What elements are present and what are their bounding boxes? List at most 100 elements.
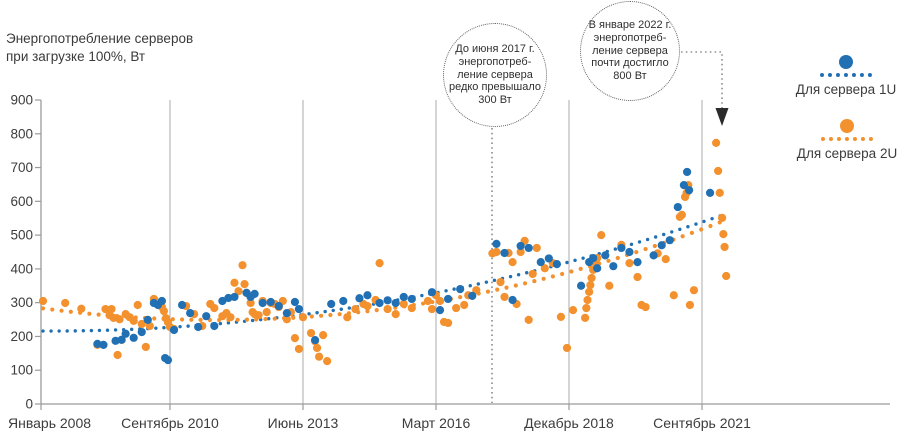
data-point-2u <box>306 328 316 338</box>
trend-dot-1u <box>105 328 110 332</box>
data-point-1u <box>456 285 465 294</box>
trend-dot-2u <box>291 315 296 320</box>
annotation-2017-line: 300 Вт <box>478 94 512 107</box>
y-tick-label: 100 <box>10 363 33 378</box>
data-point-1u <box>363 291 372 300</box>
trend-dot-2u <box>337 312 342 317</box>
data-point-1u <box>593 264 602 273</box>
data-point-1u <box>339 296 348 306</box>
data-point-2u <box>129 316 138 326</box>
data-point-2u <box>38 296 48 306</box>
annotation-2022-line: 800 Вт <box>613 70 647 83</box>
data-point-2u <box>528 269 537 279</box>
data-point-2u <box>556 312 566 321</box>
annotation-2022-connector-line <box>681 51 723 108</box>
trend-dot-1u <box>670 230 674 234</box>
data-point-2u <box>562 343 572 353</box>
data-point-1u <box>310 336 320 345</box>
data-point-2u <box>351 304 360 314</box>
data-point-2u <box>625 259 634 268</box>
data-point-2u <box>633 272 642 282</box>
trend-dot-2u <box>615 255 620 261</box>
legend-label-1u: Для сервера 1U <box>795 82 897 97</box>
data-point-1u <box>163 355 173 365</box>
data-point-1u <box>576 281 586 290</box>
data-point-2u <box>581 313 590 322</box>
trend-dot-2u <box>699 227 704 232</box>
trend-dot-2u <box>50 307 55 312</box>
data-point-1u <box>129 333 138 342</box>
annotation-2017-line: энергопотреб- <box>458 55 532 68</box>
trend-dot-2u <box>235 317 240 322</box>
data-point-2u <box>383 304 392 314</box>
data-point-1u <box>673 202 682 212</box>
legend-trendline-2u-icon <box>821 137 873 141</box>
trend-dot-2u <box>550 274 555 279</box>
data-point-2u <box>238 261 247 270</box>
data-point-2u <box>597 231 606 240</box>
data-point-2u <box>460 300 469 310</box>
trend-dot-2u <box>59 308 64 313</box>
data-point-1u <box>169 325 179 335</box>
data-point-2u <box>137 319 146 329</box>
data-point-2u <box>210 303 219 313</box>
trend-dot-1u <box>637 240 642 244</box>
trend-dot-1u <box>484 280 489 284</box>
data-point-2u <box>375 259 384 268</box>
trend-dot-1u <box>81 329 86 333</box>
data-point-2u <box>685 300 695 310</box>
data-point-1u <box>177 300 187 310</box>
chart-title-line2: при загрузке 100%, Вт <box>6 48 146 64</box>
data-point-1u <box>218 296 227 306</box>
data-point-1u <box>601 251 610 260</box>
data-point-1u <box>290 297 300 307</box>
annotation-2017-line: До июня 2017 г. <box>455 42 535 55</box>
trend-dot-2u <box>541 276 546 281</box>
annotation-2022-line: почти достигло <box>591 57 669 70</box>
data-point-1u <box>536 258 545 267</box>
data-point-2u <box>107 304 116 314</box>
data-point-1u <box>705 188 715 197</box>
trend-dot-1u <box>452 287 456 291</box>
data-point-1u <box>524 243 533 253</box>
trend-dot-2u <box>680 234 685 239</box>
data-point-1u <box>435 305 445 315</box>
data-point-2u <box>101 304 110 314</box>
data-point-2u <box>234 287 243 296</box>
data-point-1u <box>617 243 626 253</box>
data-point-1u <box>355 294 364 303</box>
trend-dot-1u <box>444 289 448 293</box>
data-point-2u <box>435 296 445 306</box>
data-point-1u <box>111 336 120 345</box>
trend-dot-1u <box>573 258 577 263</box>
trend-dot-1u <box>331 308 335 313</box>
data-point-2u <box>568 305 578 315</box>
trend-dot-2u <box>374 308 379 313</box>
trend-dot-1u <box>565 260 569 265</box>
data-point-2u <box>282 315 291 324</box>
trend-dot-1u <box>89 328 94 333</box>
data-point-1u <box>500 248 509 258</box>
data-point-2u <box>113 350 122 360</box>
data-point-2u <box>720 242 729 252</box>
data-point-1u <box>685 186 694 195</box>
chart-title: Энергопотребление серверов при загрузке … <box>6 30 193 66</box>
trend-dot-1u <box>653 235 658 239</box>
trend-dot-1u <box>49 329 53 333</box>
data-point-2u <box>524 315 533 324</box>
data-point-1u <box>327 299 336 309</box>
data-point-1u <box>99 340 108 349</box>
annotation-2022-line: ление сервера <box>592 44 668 57</box>
data-point-1u <box>282 309 291 318</box>
data-point-1u <box>230 292 239 302</box>
data-point-1u <box>143 315 152 324</box>
trend-dot-1u <box>154 326 158 330</box>
trend-dot-2u <box>319 313 324 318</box>
legend-trendline-1u-icon <box>820 73 872 77</box>
data-point-2u <box>133 300 142 310</box>
trend-dot-2u <box>179 317 185 322</box>
data-point-1u <box>258 298 267 308</box>
trend-dot-1u <box>226 321 231 325</box>
y-tick-label: 900 <box>10 93 33 108</box>
